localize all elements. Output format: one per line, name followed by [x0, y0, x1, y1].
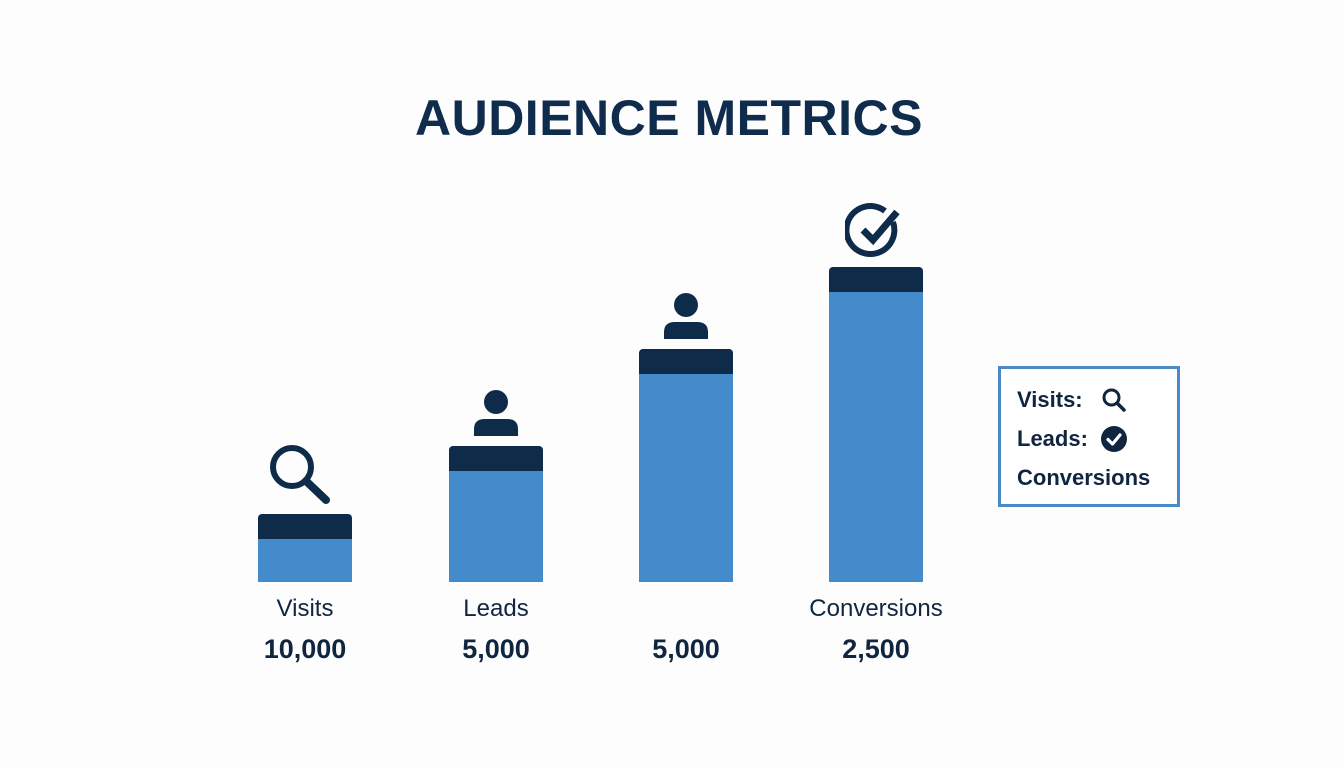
user-icon	[473, 389, 519, 442]
bar-label-conversions: Conversions	[809, 595, 943, 622]
search-icon	[1101, 387, 1127, 413]
bar-cap	[449, 446, 543, 471]
legend-item-leads: Leads:	[1017, 425, 1128, 453]
bar-cap	[639, 349, 733, 374]
bar-label-leads: Leads	[463, 595, 529, 622]
legend-label: Visits:	[1017, 387, 1083, 412]
legend-item-conversions: Conversions	[1017, 464, 1150, 492]
bar-visits	[258, 514, 352, 582]
bar-value-third: 5,000	[652, 634, 720, 664]
legend-label: Conversions	[1017, 465, 1151, 490]
check-circle-icon	[843, 200, 907, 265]
legend-label: Leads:	[1017, 426, 1088, 451]
bar-value-leads: 5,000	[462, 634, 530, 664]
bar-value-conversions: 2,500	[842, 634, 910, 664]
bar-third	[639, 349, 733, 582]
bar-leads	[449, 446, 543, 582]
check-circle-filled-icon	[1100, 425, 1128, 453]
bar-cap	[258, 514, 352, 539]
bar-label-visits: Visits	[276, 595, 334, 622]
bar-value-visits: 10,000	[263, 634, 347, 664]
search-icon	[268, 443, 336, 512]
chart-title: AUDIENCE METRICS	[414, 90, 924, 146]
bar-conversions	[829, 267, 923, 582]
user-icon	[663, 292, 709, 345]
bar-cap	[829, 267, 923, 292]
legend-item-visits: Visits:	[1017, 386, 1127, 414]
chart-legend: Visits: Leads: Conversions	[998, 366, 1180, 507]
